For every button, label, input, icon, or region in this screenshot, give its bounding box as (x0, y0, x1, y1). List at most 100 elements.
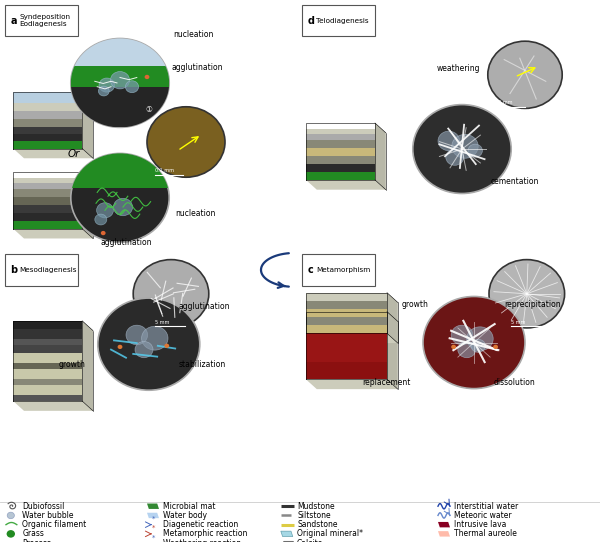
Circle shape (142, 326, 168, 350)
Circle shape (147, 107, 225, 177)
Polygon shape (82, 92, 93, 158)
Circle shape (113, 198, 133, 216)
Circle shape (7, 512, 14, 519)
Text: Mesodiagenesis: Mesodiagenesis (19, 267, 77, 273)
Polygon shape (281, 531, 293, 537)
Polygon shape (13, 119, 82, 127)
Polygon shape (306, 156, 375, 164)
Circle shape (446, 149, 464, 165)
Polygon shape (13, 369, 82, 379)
FancyBboxPatch shape (302, 254, 375, 286)
Circle shape (7, 530, 15, 538)
Polygon shape (13, 339, 82, 345)
Circle shape (145, 75, 149, 79)
Polygon shape (306, 309, 387, 317)
Polygon shape (13, 321, 82, 329)
Text: Diagenetic reaction: Diagenetic reaction (163, 520, 238, 529)
Text: growth: growth (402, 300, 429, 309)
Circle shape (164, 344, 169, 348)
Polygon shape (13, 353, 82, 363)
Polygon shape (387, 312, 398, 389)
Text: Water bubble: Water bubble (22, 511, 74, 520)
Text: Process: Process (22, 539, 51, 542)
Polygon shape (306, 140, 375, 148)
Polygon shape (438, 531, 450, 537)
Polygon shape (13, 205, 82, 213)
Polygon shape (306, 317, 387, 325)
Text: agglutination: agglutination (179, 302, 230, 311)
Polygon shape (306, 293, 387, 301)
Text: a: a (10, 16, 17, 25)
Circle shape (135, 341, 153, 358)
Polygon shape (82, 172, 93, 238)
Polygon shape (306, 325, 387, 333)
Polygon shape (306, 379, 398, 389)
Polygon shape (13, 92, 82, 103)
Circle shape (493, 345, 498, 349)
Circle shape (71, 153, 169, 242)
Polygon shape (13, 221, 82, 229)
Text: ①: ① (145, 105, 152, 114)
Text: Calcite: Calcite (297, 539, 323, 542)
Text: 5 mm: 5 mm (511, 320, 526, 325)
Text: Metamorphic reaction: Metamorphic reaction (163, 530, 248, 538)
Text: *: * (152, 534, 155, 540)
Text: Meteoric water: Meteoric water (454, 511, 512, 520)
FancyBboxPatch shape (302, 5, 375, 36)
Circle shape (97, 203, 113, 218)
Polygon shape (147, 504, 159, 509)
Circle shape (451, 345, 456, 349)
Polygon shape (306, 134, 375, 140)
Polygon shape (71, 38, 169, 83)
Text: Intrusive lava: Intrusive lava (454, 520, 506, 529)
Text: growth: growth (58, 360, 85, 369)
Polygon shape (13, 329, 82, 339)
Circle shape (118, 345, 122, 349)
Text: 10 mm: 10 mm (495, 100, 512, 105)
Circle shape (413, 105, 511, 193)
Text: 5 mm: 5 mm (155, 320, 169, 325)
Circle shape (95, 214, 107, 225)
Text: Siltstone: Siltstone (297, 511, 331, 520)
Text: Interstitial water: Interstitial water (454, 502, 518, 511)
Polygon shape (13, 213, 82, 221)
Polygon shape (13, 385, 82, 395)
Text: reprecipitation: reprecipitation (504, 300, 560, 309)
Text: Metamorphism: Metamorphism (316, 267, 370, 273)
Text: nucleation: nucleation (175, 209, 215, 217)
Text: b: b (10, 265, 17, 275)
Text: Grass: Grass (22, 530, 44, 538)
Text: Mudstone: Mudstone (297, 502, 335, 511)
Polygon shape (13, 103, 82, 111)
Polygon shape (438, 522, 450, 527)
Polygon shape (13, 363, 82, 369)
Circle shape (451, 325, 473, 345)
Text: dissolution: dissolution (494, 378, 536, 386)
Text: weathering: weathering (437, 64, 481, 73)
Text: stabilization: stabilization (179, 360, 226, 369)
Text: agglutination: agglutination (100, 238, 152, 247)
Circle shape (468, 144, 482, 157)
Circle shape (110, 72, 130, 89)
Circle shape (489, 260, 565, 328)
Polygon shape (71, 153, 169, 188)
Polygon shape (13, 345, 82, 353)
Polygon shape (306, 128, 375, 134)
Text: ④: ④ (485, 40, 493, 49)
Polygon shape (306, 301, 387, 309)
Circle shape (133, 260, 209, 328)
Circle shape (423, 296, 525, 389)
Text: Sandstone: Sandstone (297, 520, 338, 529)
Polygon shape (13, 141, 82, 149)
Polygon shape (13, 189, 82, 197)
Polygon shape (306, 148, 375, 156)
FancyBboxPatch shape (5, 5, 78, 36)
Text: Water body: Water body (163, 511, 207, 520)
Text: Weathering reaction: Weathering reaction (163, 539, 241, 542)
Text: Telodiagenesis: Telodiagenesis (316, 17, 369, 24)
Polygon shape (13, 183, 82, 189)
Text: Microbial mat: Microbial mat (163, 502, 216, 511)
Text: Syndeposition
Eodiagenesis: Syndeposition Eodiagenesis (19, 14, 70, 27)
Text: c: c (307, 265, 313, 275)
Text: agglutination: agglutination (172, 63, 223, 72)
